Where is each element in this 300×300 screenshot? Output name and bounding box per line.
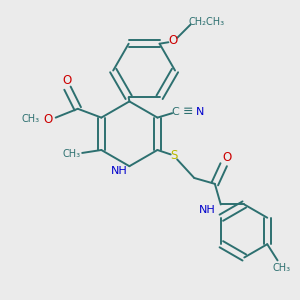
- Text: ≡: ≡: [183, 105, 194, 118]
- Text: S: S: [170, 149, 177, 162]
- Text: CH₃: CH₃: [22, 114, 40, 124]
- Text: CH₂CH₃: CH₂CH₃: [189, 16, 225, 27]
- Text: NH: NH: [111, 166, 128, 176]
- Text: C: C: [171, 107, 179, 117]
- Text: O: O: [168, 34, 177, 47]
- Text: CH₃: CH₃: [273, 263, 291, 273]
- Text: NH: NH: [199, 206, 216, 215]
- Text: O: O: [44, 112, 53, 126]
- Text: O: O: [222, 151, 231, 164]
- Text: O: O: [63, 74, 72, 87]
- Text: N: N: [196, 107, 204, 117]
- Text: CH₃: CH₃: [63, 149, 81, 159]
